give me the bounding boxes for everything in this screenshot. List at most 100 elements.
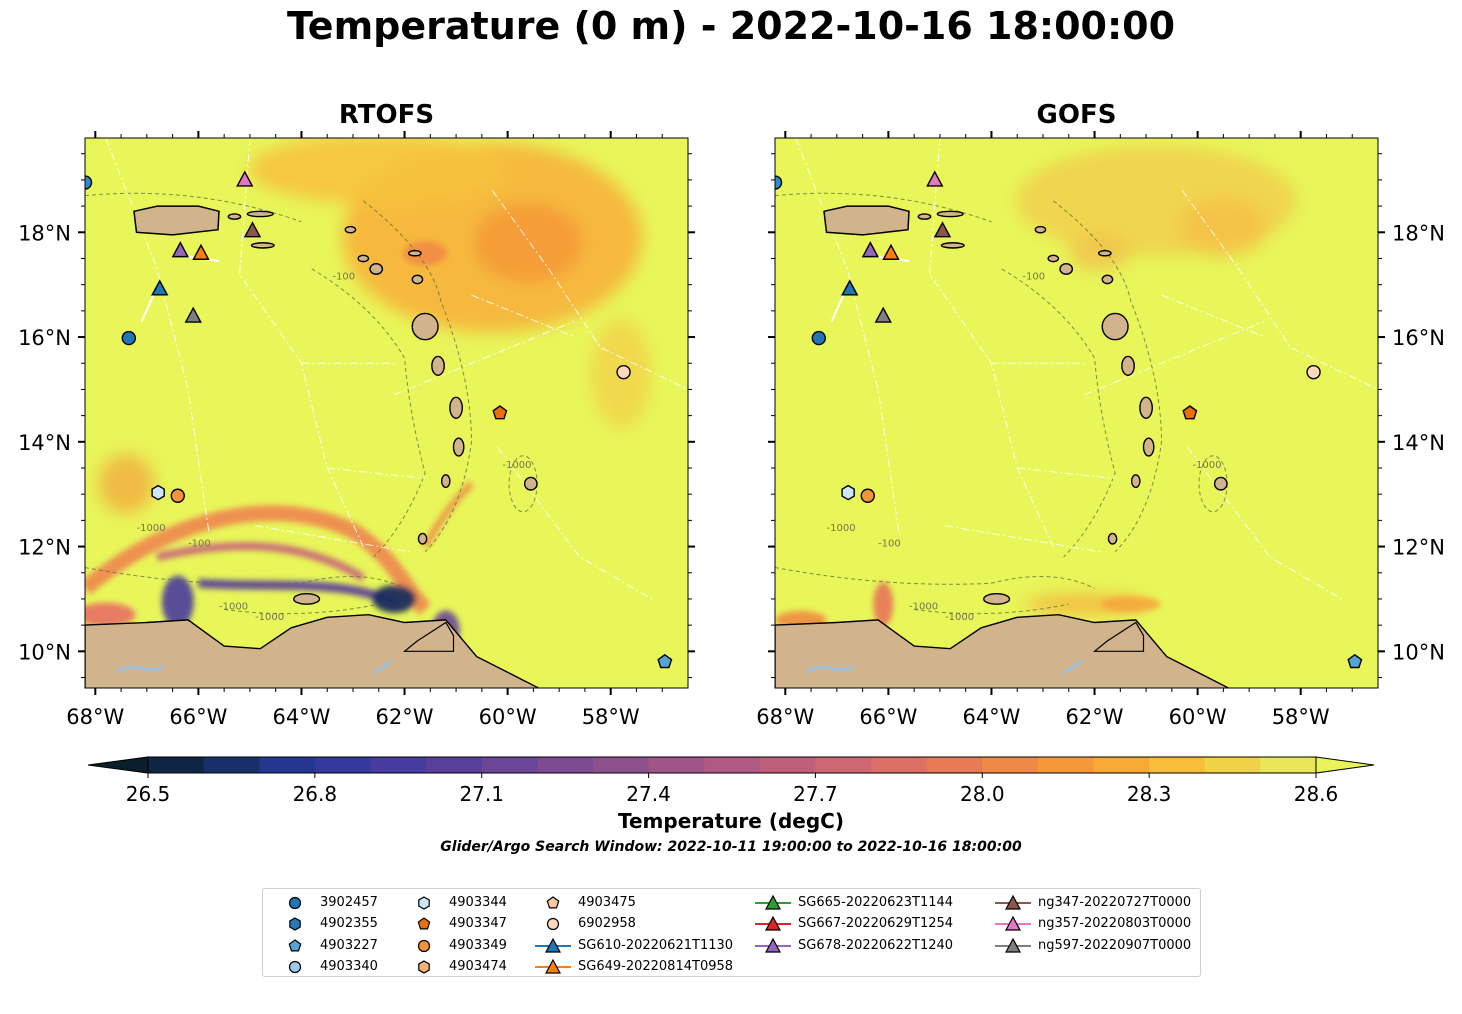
colorbar-segment	[648, 757, 705, 773]
colorbar-low-extend	[87, 756, 149, 774]
legend-marker-icon	[755, 894, 791, 910]
bathymetry-label: -1000	[219, 601, 248, 612]
island	[775, 537, 776, 541]
lat-tick-label: 14°N	[1392, 431, 1445, 455]
colorbar-segment	[1093, 757, 1150, 773]
colorbar-segment	[1037, 757, 1095, 773]
puerto-rico-island	[133, 205, 220, 236]
colorbar-segment	[148, 757, 205, 773]
island	[940, 242, 965, 249]
colorbar-segment	[370, 757, 427, 773]
marker-6902958	[1306, 364, 1321, 380]
island	[417, 532, 428, 545]
colorbar-segment	[1204, 757, 1261, 773]
bathymetry-label: -1000	[137, 523, 166, 534]
colorbar-tick-label: 27.7	[793, 782, 838, 806]
marker-4903349	[860, 488, 875, 503]
trinidad-island	[1092, 621, 1145, 652]
legend-marker-icon	[995, 916, 1031, 931]
legend-marker-icon	[546, 896, 560, 909]
colorbar-segment	[1260, 757, 1317, 773]
marker-4903344	[841, 484, 855, 501]
island	[357, 254, 370, 263]
island	[1034, 225, 1047, 234]
island	[1213, 476, 1228, 491]
lon-tick-label: 66°W	[859, 705, 917, 729]
colorbar-segment	[871, 757, 928, 773]
legend-label: 4903344	[449, 895, 507, 910]
colorbar-segment	[815, 757, 872, 773]
lon-tick-label: 62°W	[376, 705, 434, 729]
trinidad-island	[402, 621, 455, 652]
island	[431, 355, 445, 376]
legend-marker-icon	[418, 896, 430, 910]
marker-4903227	[657, 653, 673, 669]
marker-4902355	[775, 175, 783, 190]
colorbar-segment	[481, 757, 538, 773]
legend-marker-icon	[546, 918, 560, 931]
lon-tick-label: 64°W	[272, 705, 330, 729]
island	[407, 249, 422, 257]
gofs-map-panel: -100 -1000 -1000 -1000 -1000 -100 68°W 66°W 64°W…	[756, 131, 1445, 729]
colorbar-tick-label: 28.6	[1293, 782, 1339, 806]
map-figure: -100 -1000 -1000 -1000 -1000 -100 68°W 66°W 64°W…	[18, 131, 1445, 729]
colorbar-segment	[759, 757, 817, 773]
legend-label: 4903227	[320, 937, 378, 953]
colorbar-tick-label: 26.8	[292, 782, 338, 806]
marker-SG649-20220814T0958	[882, 243, 900, 260]
colorbar-label: Temperature (degC)	[618, 809, 844, 833]
colorbar-segment	[259, 757, 316, 773]
legend-marker-icon	[288, 960, 302, 973]
colorbar-segment	[314, 757, 372, 773]
island	[293, 593, 321, 605]
legend-label: SG649-20220814T0958	[578, 958, 734, 974]
river	[115, 664, 165, 674]
colorbar-segment	[926, 757, 983, 773]
lat-tick-label: 16°N	[18, 326, 71, 350]
island	[1101, 274, 1114, 285]
island	[1107, 532, 1118, 545]
island	[85, 537, 86, 541]
lon-tick-label: 60°W	[1169, 705, 1227, 729]
legend-label: 4903475	[578, 895, 636, 910]
marker-ng597-20220907T0000	[874, 306, 892, 323]
puerto-rico-island	[823, 205, 910, 236]
marker-6902958	[616, 364, 631, 380]
marker-4903347	[492, 405, 508, 420]
legend-marker-icon	[288, 938, 302, 952]
colorbar-segment	[203, 757, 260, 773]
legend-marker-icon	[418, 960, 430, 974]
marker-ng357-20220803T0000	[236, 170, 254, 187]
bathymetry-label: -100	[188, 539, 211, 550]
lon-tick-label: 64°W	[962, 705, 1020, 729]
rtofs-map-panel: -100 -1000 -1000 -1000 -1000 -100 68°W 66°W 64°W…	[18, 131, 695, 729]
legend-label: 4903340	[320, 958, 378, 974]
lon-tick-label: 66°W	[169, 705, 227, 729]
bathymetry-label: -100	[332, 271, 355, 282]
glider-track	[140, 292, 156, 322]
island	[344, 225, 357, 234]
colorbar-tick-label: 28.3	[1126, 782, 1172, 806]
lat-tick-label: 14°N	[18, 431, 71, 455]
island	[1130, 474, 1141, 489]
marker-ng347-20220727T0000	[243, 221, 262, 238]
lon-tick-label: 68°W	[756, 705, 814, 729]
legend-marker-icon	[417, 917, 431, 930]
legend-label: SG610-20220621T1130	[578, 937, 734, 953]
colorbar-tick-label: 28.0	[960, 782, 1005, 806]
colorbar-segment	[704, 757, 761, 773]
legend-marker-icon	[755, 937, 791, 953]
lat-tick-label: 18°N	[1392, 221, 1445, 245]
island	[246, 210, 274, 218]
bathymetry-label: -100	[1022, 271, 1045, 282]
island	[983, 593, 1011, 605]
colorbar	[87, 756, 1375, 778]
island	[250, 242, 275, 249]
bathymetry-label: -1000	[909, 601, 938, 612]
island	[1121, 355, 1135, 376]
river	[1063, 659, 1083, 674]
colorbar-segment	[1149, 757, 1206, 773]
island	[523, 476, 538, 491]
colorbar-segment	[426, 757, 483, 773]
marker-ng597-20220907T0000	[184, 306, 202, 323]
